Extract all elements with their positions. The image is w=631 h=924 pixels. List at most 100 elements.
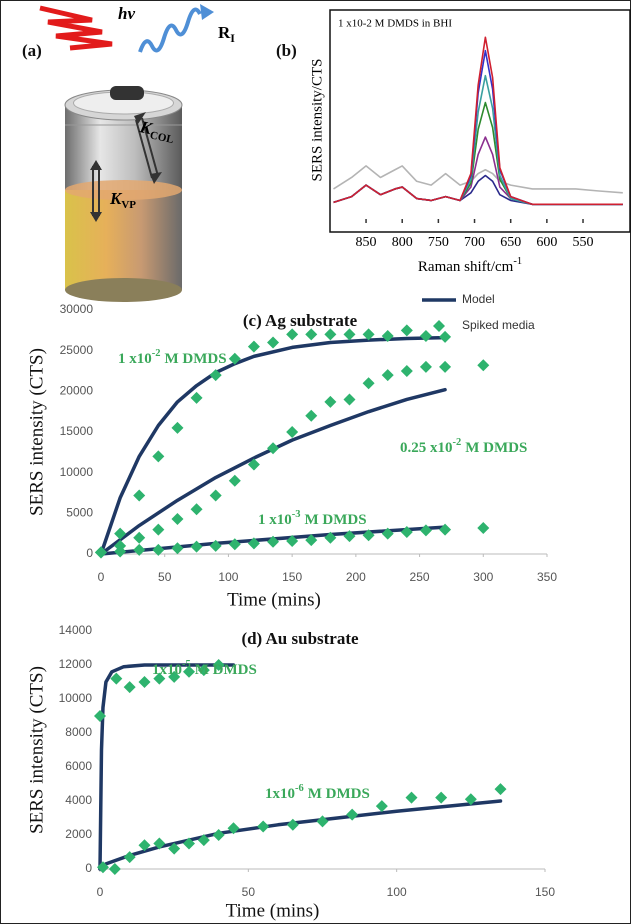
y-axis-title: SERS intensity/CTS — [309, 59, 325, 182]
data-point — [213, 829, 225, 841]
y-tick-label: 0 — [86, 546, 93, 560]
data-point — [420, 330, 432, 342]
data-point — [439, 331, 451, 343]
data-point — [324, 328, 336, 340]
data-point — [152, 450, 164, 462]
x-tick-label: 300 — [473, 570, 493, 584]
x-tick-label: 850 — [356, 235, 377, 250]
x-tick-label: 550 — [573, 235, 594, 250]
data-point — [317, 815, 329, 827]
legend-label: Model — [462, 292, 495, 306]
text-part: M DMDS — [308, 786, 370, 802]
x-tick-label: 200 — [346, 570, 366, 584]
data-point — [248, 341, 260, 353]
text-part: -1 — [513, 256, 522, 267]
x-tick-label: 700 — [464, 235, 485, 250]
text-part: 1 x10 — [258, 512, 292, 528]
y-tick-label: 2000 — [65, 827, 92, 841]
chart-title: (d) Au substrate — [241, 629, 359, 648]
text-part: M DMDS — [165, 351, 227, 367]
y-axis-title: SERS intensity (CTS) — [26, 666, 47, 834]
data-point — [401, 365, 413, 377]
x-tick-label: 100 — [218, 570, 238, 584]
y-tick-label: 25000 — [60, 343, 94, 357]
data-point — [191, 541, 203, 553]
legend-label: Spiked media — [462, 318, 535, 332]
data-point — [305, 328, 317, 340]
data-point — [420, 361, 432, 373]
hv-label: hv — [118, 4, 135, 23]
annotation: 1x10-6 M DMDS — [265, 783, 370, 802]
text-part: -6 — [295, 783, 304, 794]
data-point — [191, 503, 203, 515]
text-part: -2 — [152, 348, 161, 359]
panel-label: (a) — [22, 41, 42, 60]
data-point — [286, 328, 298, 340]
y-tick-label: 30000 — [60, 302, 94, 316]
y-tick-label: 10000 — [60, 465, 94, 479]
text-part: M DMDS — [195, 662, 257, 678]
text-part: 1x10 — [265, 786, 295, 802]
x-axis-title: Raman shift/cm-1 — [418, 256, 522, 275]
data-point — [191, 392, 203, 404]
x-tick-label: 150 — [282, 570, 302, 584]
text-part: 1 x10 — [118, 351, 152, 367]
y-tick-label: 15000 — [60, 424, 94, 438]
x-tick-label: 650 — [500, 235, 521, 250]
panel-label: (b) — [276, 41, 297, 60]
data-point — [124, 681, 136, 693]
annotation: 1 x10-2 M DMDS — [118, 348, 227, 367]
data-point — [171, 422, 183, 434]
y-tick-label: 10000 — [59, 691, 93, 705]
data-point — [210, 489, 222, 501]
data-point — [406, 792, 418, 804]
data-point — [343, 393, 355, 405]
text-part: -2 — [453, 437, 462, 448]
figure: (a) hv RI KCOL KVP (b)1 x10-2 M DMDS in … — [0, 0, 631, 924]
data-point — [382, 369, 394, 381]
data-point — [109, 863, 121, 875]
x-axis-title: Time (mins) — [227, 589, 321, 610]
x-tick-label: 50 — [242, 885, 256, 899]
y-tick-label: 12000 — [59, 657, 93, 671]
data-point — [133, 489, 145, 501]
data-point — [363, 377, 375, 389]
data-point — [133, 532, 145, 544]
spectrum-annotation: 1 x10-2 M DMDS in BHI — [338, 18, 452, 30]
text-part: 1x10 — [152, 662, 182, 678]
x-tick-label: 800 — [392, 235, 413, 250]
data-point — [420, 524, 432, 536]
text-part: 0.25 x10 — [400, 440, 453, 456]
text-part: M DMDS — [465, 440, 527, 456]
data-point — [343, 328, 355, 340]
spectrum-line — [334, 137, 623, 204]
data-point — [95, 546, 107, 558]
data-point — [171, 542, 183, 554]
y-tick-label: 4000 — [65, 793, 92, 807]
data-point — [495, 783, 507, 795]
data-point — [229, 475, 241, 487]
data-point — [257, 821, 269, 833]
x-tick-label: 50 — [158, 570, 172, 584]
data-point — [152, 524, 164, 536]
data-point — [324, 396, 336, 408]
spectrum-line — [334, 166, 623, 193]
data-point — [305, 410, 317, 422]
y-tick-label: 8000 — [65, 725, 92, 739]
legend-swatch — [433, 320, 445, 332]
label-sub: I — [230, 31, 235, 45]
x-tick-label: 100 — [387, 885, 407, 899]
model-curve — [100, 665, 234, 869]
data-point — [286, 426, 298, 438]
model-curve — [100, 801, 501, 869]
can-illustration — [40, 4, 214, 302]
data-point — [171, 513, 183, 525]
data-point — [139, 676, 151, 688]
spectrum-line — [334, 37, 623, 204]
data-point — [435, 792, 447, 804]
y-tick-label: 0 — [85, 861, 92, 875]
label-main: R — [218, 23, 231, 42]
